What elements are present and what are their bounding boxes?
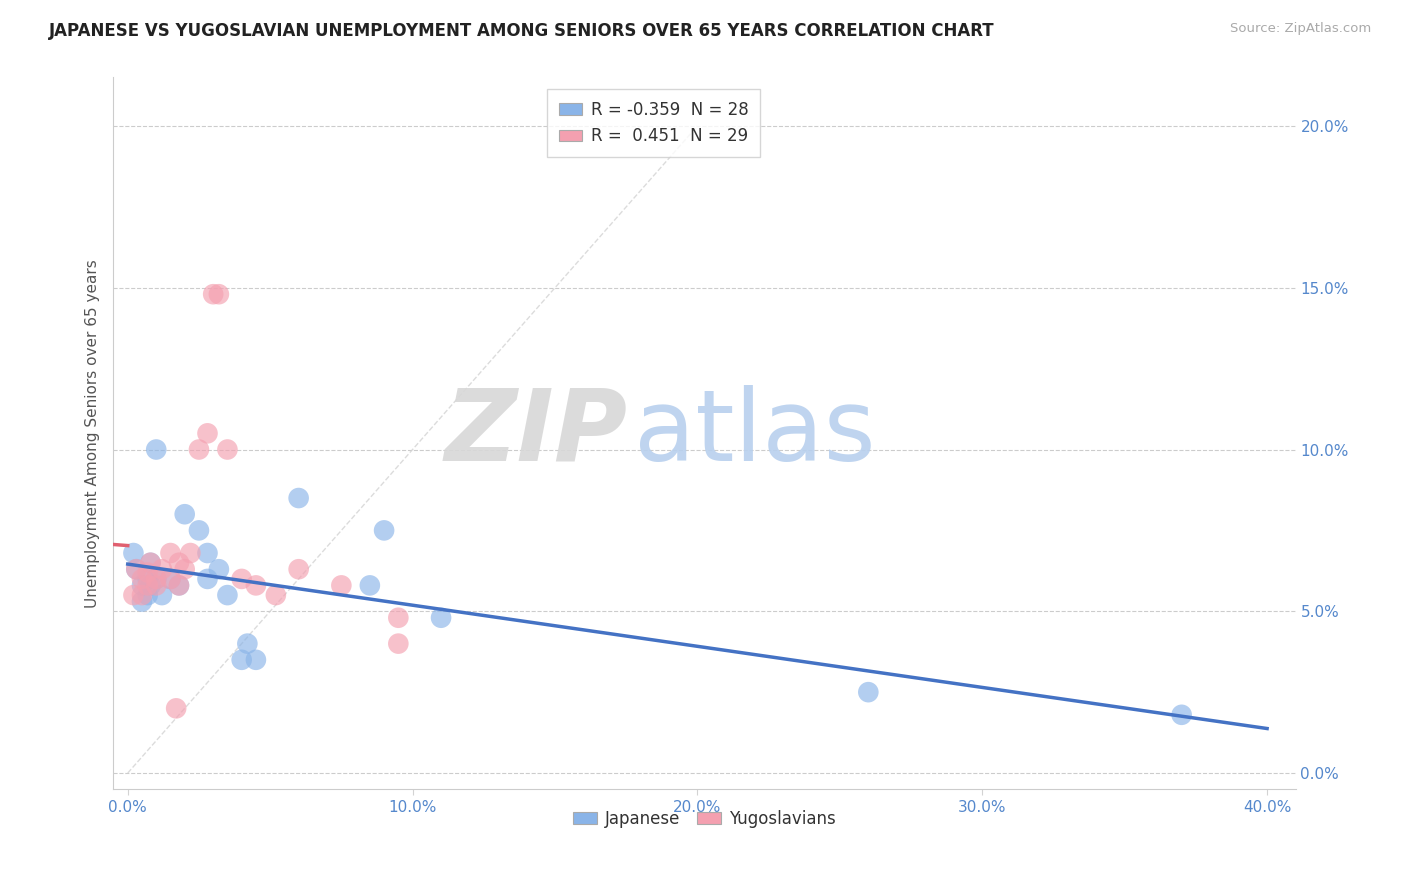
Point (287, 562, 309, 576)
Point (173, 507, 195, 521)
Point (139, 578, 162, 592)
Point (1170, 707, 1192, 722)
Point (373, 524, 395, 538)
Point (136, 588, 159, 602)
Point (287, 491, 309, 505)
Point (136, 572, 159, 586)
Legend: Japanese, Yugoslavians: Japanese, Yugoslavians (567, 803, 842, 834)
Point (125, 562, 148, 576)
Point (179, 546, 201, 560)
Point (187, 524, 209, 538)
Point (159, 546, 181, 560)
Point (167, 578, 190, 592)
Point (145, 578, 167, 592)
Point (264, 588, 287, 602)
Point (136, 578, 159, 592)
Text: atlas: atlas (634, 384, 876, 482)
Point (330, 578, 353, 592)
Point (187, 442, 209, 457)
Point (245, 578, 267, 592)
Text: ZIP: ZIP (444, 384, 627, 482)
Point (122, 588, 145, 602)
Point (145, 442, 167, 457)
Point (231, 572, 253, 586)
Point (122, 546, 145, 560)
Y-axis label: Unemployment Among Seniors over 65 years: Unemployment Among Seniors over 65 years (86, 259, 100, 607)
Point (858, 685, 880, 699)
Point (217, 588, 239, 602)
Point (139, 556, 162, 570)
Point (231, 653, 253, 667)
Point (165, 701, 187, 715)
Point (145, 572, 167, 586)
Point (131, 594, 153, 608)
Point (167, 578, 190, 592)
Point (202, 287, 225, 301)
Point (430, 611, 453, 625)
Point (125, 562, 148, 576)
Point (159, 572, 181, 586)
Point (387, 611, 409, 625)
Point (208, 287, 231, 301)
Point (167, 556, 190, 570)
Point (197, 572, 219, 586)
Point (197, 546, 219, 560)
Point (150, 562, 173, 576)
Point (208, 562, 231, 576)
Text: Source: ZipAtlas.com: Source: ZipAtlas.com (1230, 22, 1371, 36)
Point (359, 578, 381, 592)
Point (236, 637, 259, 651)
Point (245, 653, 267, 667)
Point (131, 572, 153, 586)
Point (150, 588, 173, 602)
Point (173, 562, 195, 576)
Point (387, 637, 409, 651)
Point (136, 566, 159, 580)
Point (159, 572, 181, 586)
Text: JAPANESE VS YUGOSLAVIAN UNEMPLOYMENT AMONG SENIORS OVER 65 YEARS CORRELATION CHA: JAPANESE VS YUGOSLAVIAN UNEMPLOYMENT AMO… (49, 22, 995, 40)
Point (131, 588, 153, 602)
Point (217, 442, 239, 457)
Point (197, 426, 219, 441)
Point (131, 578, 153, 592)
Point (145, 572, 167, 586)
Point (139, 556, 162, 570)
